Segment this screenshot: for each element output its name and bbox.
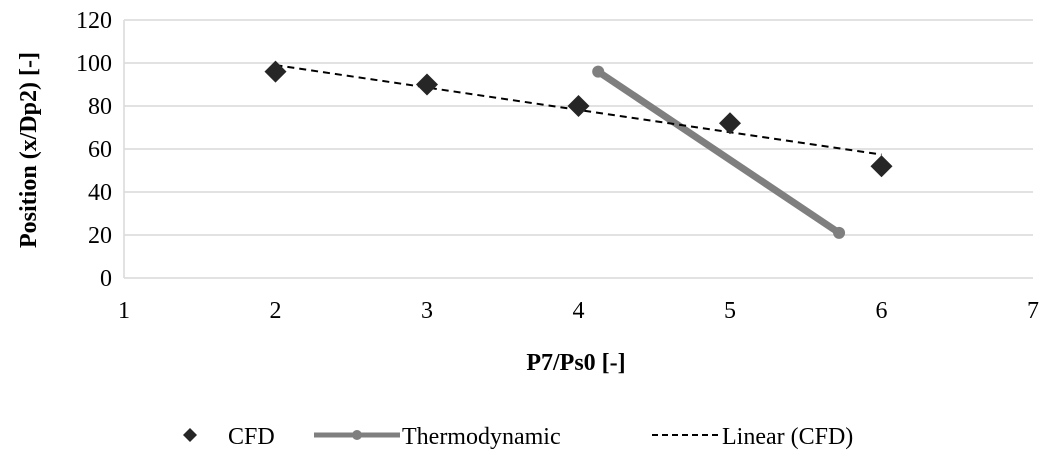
cfd-point-3 <box>567 95 590 117</box>
x-axis-title: P7/Ps0 [-] <box>526 350 625 376</box>
cfd-point-5 <box>870 155 893 178</box>
y-tick-label-80: 80 <box>88 94 112 120</box>
x-tick-label-3: 3 <box>421 298 433 324</box>
cfd-point-4 <box>719 112 741 135</box>
legend-item-cfd: CFD <box>183 424 275 450</box>
legend-item-thermodynamic: Thermodynamic <box>314 424 561 450</box>
x-tick-label-5: 5 <box>724 298 736 324</box>
legend-linear-cfd-label: Linear (CFD) <box>722 424 853 450</box>
legend-cfd-label: CFD <box>228 424 275 450</box>
thermodynamic-point-1 <box>592 65 605 78</box>
axes <box>123 20 1033 279</box>
x-tick-label-2: 2 <box>270 298 282 324</box>
y-tick-label-120: 120 <box>76 8 112 34</box>
x-tick-label-1: 1 <box>118 298 130 324</box>
legend-item-linear-cfd: Linear (CFD) <box>652 424 853 450</box>
thermodynamic-point-2 <box>833 226 846 239</box>
grid-lines <box>124 19 1033 236</box>
y-tick-label-20: 20 <box>88 223 112 249</box>
y-tick-label-40: 40 <box>88 180 112 206</box>
legend-thermodynamic-label: Thermodynamic <box>402 424 561 450</box>
cfd-point-1 <box>264 60 287 83</box>
tick-labels: 0 20 40 60 80 100 120 1 2 3 4 5 6 7 <box>76 8 1039 324</box>
y-tick-label-0: 0 <box>100 266 112 292</box>
y-tick-label-100: 100 <box>76 51 112 77</box>
legend-cfd-marker <box>183 428 197 442</box>
thermodynamic-line <box>594 68 843 237</box>
legend: CFD Thermodynamic Linear (CFD) <box>183 424 853 450</box>
x-tick-label-6: 6 <box>876 298 888 324</box>
plot-area <box>264 60 893 239</box>
y-tick-label-60: 60 <box>88 137 112 163</box>
x-tick-label-7: 7 <box>1027 298 1039 324</box>
y-axis-title: Position (x/Dp2) [-] <box>16 52 42 248</box>
x-tick-label-4: 4 <box>573 298 585 324</box>
legend-thermodynamic-marker <box>352 430 362 440</box>
cfd-point-2 <box>416 73 438 96</box>
